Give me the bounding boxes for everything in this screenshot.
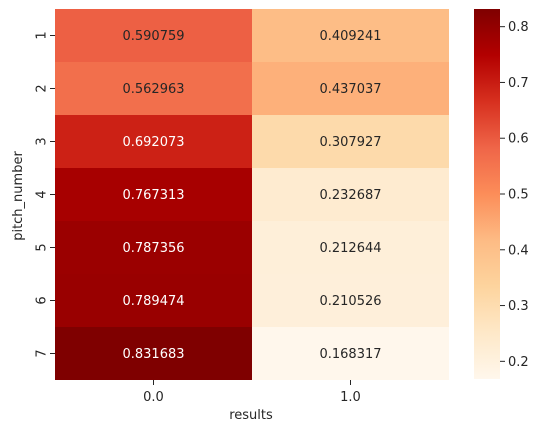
heatmap-cell — [55, 9, 252, 62]
y-tick-label: 5 — [35, 243, 50, 251]
cell-value-label: 0.437037 — [319, 82, 381, 97]
colorbar-tick-label: 0.7 — [508, 76, 529, 91]
x-tick-label: 0.0 — [143, 390, 164, 405]
x-axis-ticks: 0.0 1.0 — [143, 380, 361, 405]
y-axis-ticks: 1 2 3 4 5 6 7 — [35, 31, 55, 358]
y-axis-label: pitch_number — [11, 151, 26, 241]
heatmap-cell — [252, 221, 449, 274]
colorbar-tick-label: 0.2 — [508, 355, 529, 370]
heatmap-cell — [252, 62, 449, 115]
heatmap-cell — [252, 9, 449, 62]
colorbar-ticks: 0.2 0.3 0.4 0.5 0.6 0.7 0.8 — [500, 20, 529, 370]
cell-value-label: 0.590759 — [122, 29, 184, 44]
heatmap-cell — [55, 62, 252, 115]
heatmap-cell — [55, 168, 252, 221]
heatmap-cell — [252, 274, 449, 327]
colorbar-tick-label: 0.3 — [508, 299, 529, 314]
cell-value-label: 0.232687 — [319, 188, 381, 203]
heatmap-cell-labels: 0.590759 0.409241 0.562963 0.437037 0.692073… — [122, 29, 381, 362]
y-tick-label: 2 — [35, 84, 50, 92]
heatmap-cell — [252, 115, 449, 168]
heatmap-cell — [55, 221, 252, 274]
cell-value-label: 0.212644 — [319, 241, 381, 256]
y-tick-label: 4 — [35, 190, 50, 198]
x-tick-label: 1.0 — [340, 390, 361, 405]
y-tick-label: 6 — [35, 296, 50, 304]
cell-value-label: 0.409241 — [319, 29, 381, 44]
colorbar-tick-label: 0.4 — [508, 243, 529, 258]
colorbar-tick-label: 0.8 — [508, 20, 529, 35]
y-tick-label: 3 — [35, 137, 50, 145]
heatmap-cell — [55, 327, 252, 380]
cell-value-label: 0.210526 — [319, 294, 381, 309]
heatmap-cell — [55, 274, 252, 327]
cell-value-label: 0.692073 — [122, 135, 184, 150]
cell-value-label: 0.789474 — [122, 294, 184, 309]
y-tick-label: 7 — [35, 349, 50, 357]
y-tick-label: 1 — [35, 31, 50, 39]
heatmap-cell — [55, 115, 252, 168]
cell-value-label: 0.787356 — [122, 241, 184, 256]
cell-value-label: 0.307927 — [319, 135, 381, 150]
heatmap-cell — [252, 168, 449, 221]
cell-value-label: 0.562963 — [122, 82, 184, 97]
colorbar-tick-label: 0.5 — [508, 188, 529, 203]
heatmap-cells — [55, 9, 449, 380]
colorbar — [474, 9, 500, 379]
cell-value-label: 0.767313 — [122, 188, 184, 203]
cell-value-label: 0.168317 — [319, 347, 381, 362]
cell-value-label: 0.831683 — [122, 347, 184, 362]
colorbar-tick-label: 0.6 — [508, 132, 529, 147]
heatmap-cell — [252, 327, 449, 380]
x-axis-label: results — [229, 408, 273, 423]
